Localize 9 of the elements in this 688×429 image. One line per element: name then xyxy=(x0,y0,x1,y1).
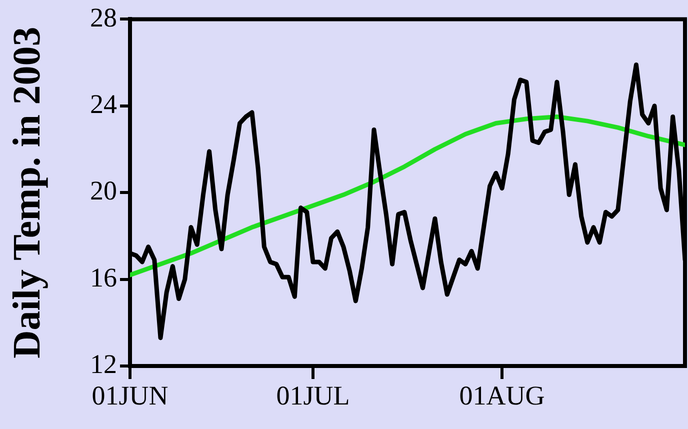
x-tick-label: 01AUG xyxy=(459,380,545,410)
y-tick-label: 16 xyxy=(90,262,117,292)
x-tick-label: 01JUN xyxy=(92,380,168,410)
y-axis-title: Daily Temp. in 2003 xyxy=(5,26,48,358)
y-tick-label: 20 xyxy=(90,176,117,206)
y-tick-label: 12 xyxy=(90,349,117,380)
x-tick-label: 01JUL xyxy=(276,380,350,410)
y-tick-label: 28 xyxy=(90,2,117,32)
y-tick-label: 24 xyxy=(90,88,118,119)
